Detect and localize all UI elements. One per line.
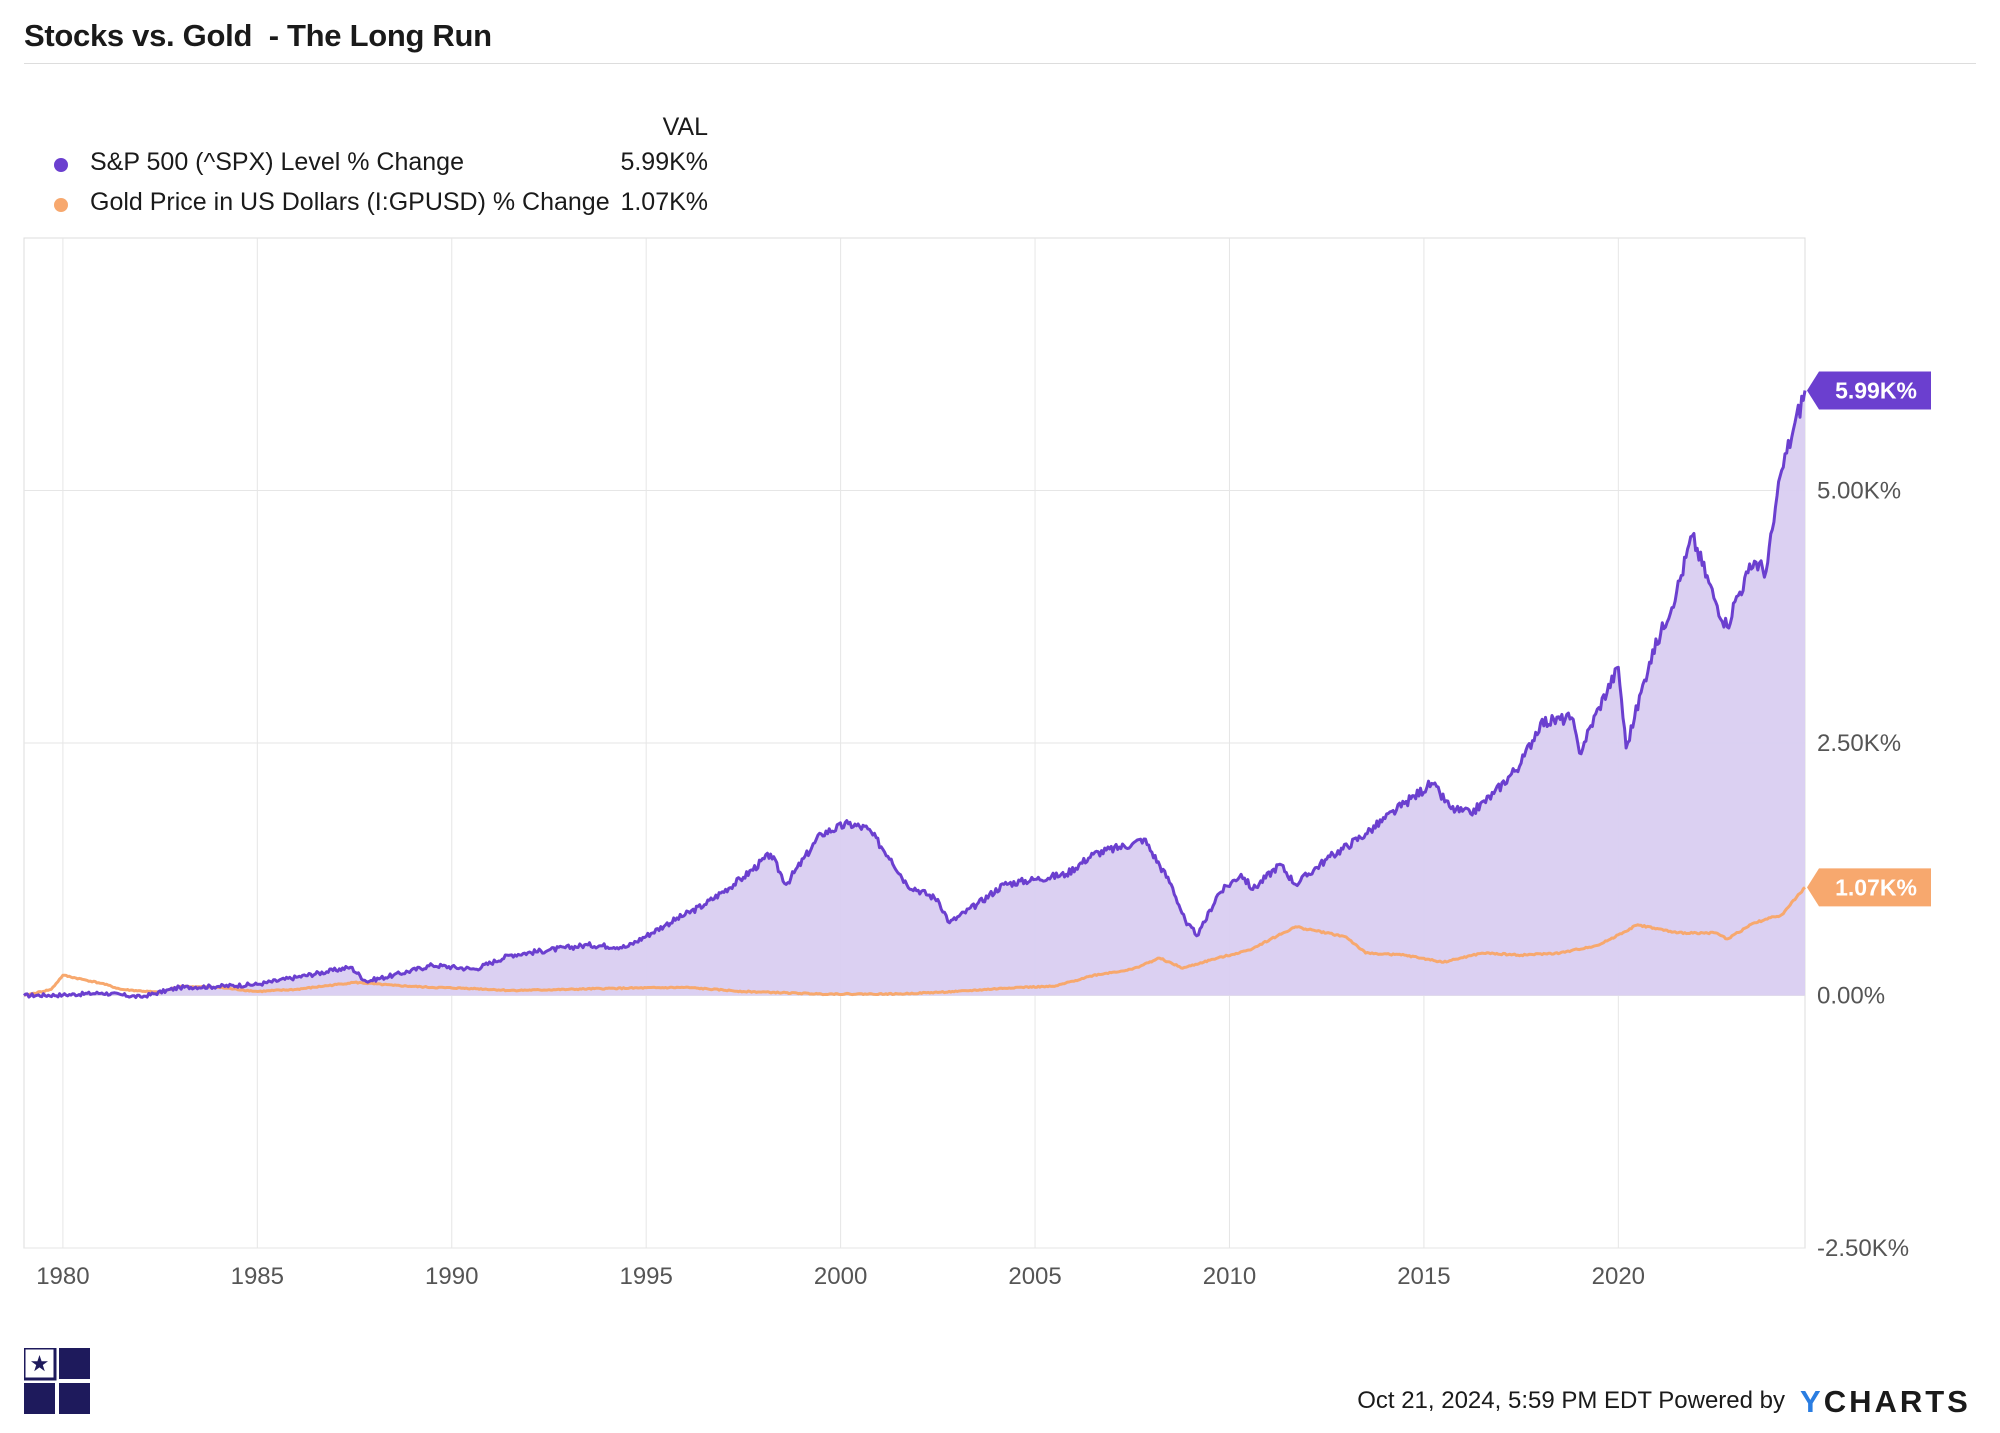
footer-timestamp: Oct 21, 2024, 5:59 PM EDT Powered by — [1357, 1387, 1785, 1415]
x-tick-label-1990: 1990 — [425, 1263, 478, 1290]
legend-item-gold[interactable]: Gold Price in US Dollars (I:GPUSD) % Cha… — [54, 188, 714, 222]
spx-area — [24, 390, 1805, 998]
legend-spx-dot-icon — [54, 158, 68, 172]
timestamp: Oct 21, 2024, 5:59 PM EDT — [1357, 1387, 1652, 1414]
legend-gold-label: Gold Price in US Dollars (I:GPUSD) % Cha… — [90, 188, 610, 216]
x-tick-label-1980: 1980 — [36, 1263, 89, 1290]
legend-spx-label: S&P 500 (^SPX) Level % Change — [90, 148, 464, 176]
x-tick-label-1995: 1995 — [619, 1263, 672, 1290]
ycharts-logo-icon — [24, 1348, 90, 1414]
gold-line — [23, 886, 1806, 997]
gold-end-label-flag — [1807, 868, 1931, 907]
x-tick-label-2010: 2010 — [1203, 1263, 1256, 1290]
title-divider — [24, 63, 1976, 64]
gold-end-label: 1.07K% — [1807, 868, 1931, 907]
legend-item-spx[interactable]: S&P 500 (^SPX) Level % Change 5.99K% — [54, 148, 714, 182]
x-tick-label-1985: 1985 — [231, 1263, 284, 1290]
spx-end-label-text: 5.99K% — [1835, 378, 1917, 404]
x-tick-label-2000: 2000 — [814, 1263, 867, 1290]
chart-title: Stocks vs. Gold - The Long Run — [24, 18, 492, 53]
spx-end-label: 5.99K% — [1807, 371, 1931, 410]
x-tick-label-2020: 2020 — [1592, 1263, 1645, 1290]
y-tick-label--2500: -2.50K% — [1817, 1235, 1909, 1262]
x-tick-label-2005: 2005 — [1008, 1263, 1061, 1290]
ycharts-wordmark[interactable]: YCHARTS — [1800, 1384, 1971, 1420]
spx-end-label-flag — [1807, 371, 1931, 410]
x-tick-label-2015: 2015 — [1397, 1263, 1450, 1290]
legend-value-header: VAL — [662, 113, 708, 141]
legend-spx-value: 5.99K% — [620, 148, 708, 176]
y-tick-label-5000: 5.00K% — [1817, 478, 1901, 505]
y-tick-label-2500: 2.50K% — [1817, 730, 1901, 757]
ycharts-wordmark-rest: CHARTS — [1823, 1384, 1971, 1419]
y-tick-label-0: 0.00% — [1817, 983, 1885, 1010]
powered-by-label: Powered by — [1658, 1387, 1785, 1414]
legend-gold-dot-icon — [54, 198, 68, 212]
gold-end-label-text: 1.07K% — [1835, 874, 1917, 900]
ycharts-wordmark-y: Y — [1800, 1384, 1824, 1419]
legend-gold-value: 1.07K% — [620, 188, 708, 216]
spx-line — [23, 390, 1807, 999]
